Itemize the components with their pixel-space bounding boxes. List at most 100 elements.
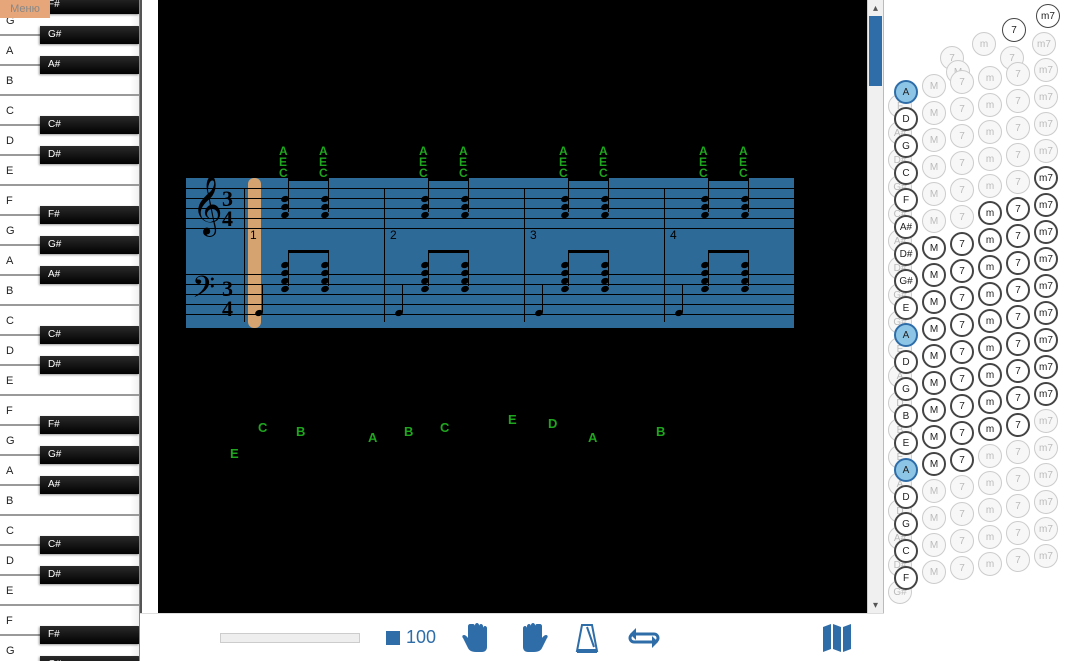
chord-button[interactable]: 7 (1006, 332, 1030, 356)
chord-button[interactable]: 7 (950, 259, 974, 283)
chord-button[interactable]: m (978, 201, 1002, 225)
chord-button[interactable]: m7 (1034, 355, 1058, 379)
chord-button[interactable]: m7 (1034, 382, 1058, 406)
black-key[interactable]: G# (40, 26, 140, 44)
chord-button[interactable]: 7 (950, 448, 974, 472)
chord-button[interactable]: M (922, 263, 946, 287)
scroll-thumb[interactable] (869, 16, 882, 86)
right-hand-button[interactable] (518, 621, 548, 655)
chord-button[interactable]: m (978, 444, 1002, 468)
chord-button[interactable]: 7 (950, 70, 974, 94)
chord-button[interactable]: M (922, 533, 946, 557)
scroll-up-icon[interactable]: ▴ (868, 0, 883, 16)
chord-button[interactable]: 7 (1006, 89, 1030, 113)
chord-button[interactable]: 7 (1006, 170, 1030, 194)
chord-button[interactable]: M (922, 506, 946, 530)
chord-button[interactable]: 7 (950, 556, 974, 580)
scroll-down-icon[interactable]: ▾ (868, 597, 883, 613)
chord-button[interactable]: C (894, 161, 918, 185)
chord-button[interactable]: m (978, 525, 1002, 549)
chord-button[interactable]: 7 (1002, 18, 1026, 42)
score-canvas[interactable]: 𝄞 𝄢 3 4 3 4 1234AECAECAECAECAECAECAECAEC… (158, 0, 870, 613)
playhead[interactable] (248, 178, 261, 328)
chord-button[interactable]: m (978, 147, 1002, 171)
chord-button[interactable]: m7 (1036, 4, 1060, 28)
chord-button[interactable]: 7 (950, 97, 974, 121)
chord-button[interactable]: m (978, 309, 1002, 333)
chord-button[interactable]: 7 (1006, 62, 1030, 86)
chord-button[interactable]: G (894, 512, 918, 536)
chord-button[interactable]: C (894, 539, 918, 563)
chord-button[interactable]: M (922, 398, 946, 422)
chord-button[interactable]: m7 (1034, 247, 1058, 271)
chord-button[interactable]: 7 (1006, 305, 1030, 329)
chord-button[interactable]: m7 (1034, 193, 1058, 217)
chord-button[interactable]: 7 (950, 286, 974, 310)
progress-slider[interactable] (220, 633, 360, 643)
chord-button[interactable]: 7 (950, 340, 974, 364)
chord-button[interactable]: m7 (1032, 32, 1056, 56)
chord-button[interactable]: m7 (1034, 490, 1058, 514)
chord-button[interactable]: 7 (950, 151, 974, 175)
chord-button[interactable]: m (978, 66, 1002, 90)
black-key[interactable]: F# (40, 626, 140, 644)
chord-button[interactable]: M (922, 74, 946, 98)
chord-button[interactable]: m7 (1034, 328, 1058, 352)
chord-button[interactable]: M (922, 182, 946, 206)
chord-button[interactable]: A (894, 323, 918, 347)
chord-button[interactable]: M (922, 560, 946, 584)
chord-button[interactable]: M (922, 128, 946, 152)
chord-button[interactable]: m7 (1034, 85, 1058, 109)
chord-button[interactable]: m (978, 255, 1002, 279)
chord-button[interactable]: 7 (1006, 386, 1030, 410)
black-key[interactable]: C# (40, 116, 140, 134)
chord-button[interactable]: 7 (950, 178, 974, 202)
metronome-button[interactable] (574, 621, 600, 655)
chord-button[interactable]: m7 (1034, 301, 1058, 325)
chord-button[interactable]: 7 (1006, 467, 1030, 491)
black-key[interactable]: D# (40, 146, 140, 164)
chord-button[interactable]: D# (894, 242, 918, 266)
chord-button[interactable]: m (978, 390, 1002, 414)
chord-button[interactable]: 7 (1006, 440, 1030, 464)
chord-button[interactable]: A# (894, 215, 918, 239)
chord-button[interactable]: m7 (1034, 112, 1058, 136)
chord-button[interactable]: M (922, 344, 946, 368)
chord-button[interactable]: D (894, 350, 918, 374)
chord-button[interactable]: M (922, 452, 946, 476)
chord-button[interactable]: M (922, 209, 946, 233)
chord-button[interactable]: m7 (1034, 436, 1058, 460)
piano-keyboard[interactable]: Меню FF#GG#AA#BCC#DD#EFF#GG#AA#BCC#DD#EF… (0, 0, 140, 661)
chord-button[interactable]: 7 (950, 475, 974, 499)
chord-button[interactable]: m (978, 93, 1002, 117)
chord-button[interactable]: 7 (1006, 359, 1030, 383)
chord-button[interactable]: m (978, 552, 1002, 576)
chord-button[interactable]: m (978, 417, 1002, 441)
chord-button[interactable]: M (922, 425, 946, 449)
chord-button[interactable]: 7 (1006, 521, 1030, 545)
chord-button[interactable]: m7 (1034, 544, 1058, 568)
black-key[interactable]: F# (40, 416, 140, 434)
chord-button[interactable]: m7 (1034, 274, 1058, 298)
chord-button[interactable]: 7 (1006, 197, 1030, 221)
chord-button[interactable]: m7 (1034, 463, 1058, 487)
black-key[interactable]: A# (40, 56, 140, 74)
chord-button[interactable]: M (922, 371, 946, 395)
chord-button[interactable]: 7 (950, 394, 974, 418)
chord-button[interactable]: 7 (950, 313, 974, 337)
black-key[interactable]: D# (40, 566, 140, 584)
chord-button[interactable]: 7 (950, 502, 974, 526)
black-key[interactable]: C# (40, 326, 140, 344)
chord-button[interactable]: m (978, 174, 1002, 198)
chord-button[interactable]: 7 (1006, 116, 1030, 140)
chord-button[interactable]: 7 (1006, 224, 1030, 248)
chord-button[interactable]: 7 (950, 124, 974, 148)
chord-button[interactable]: 7 (950, 367, 974, 391)
chord-button[interactable]: m7 (1034, 139, 1058, 163)
chord-button[interactable]: B (894, 404, 918, 428)
chord-button[interactable]: 7 (950, 205, 974, 229)
chord-button[interactable]: m (978, 363, 1002, 387)
chord-button[interactable]: F (894, 188, 918, 212)
chord-button[interactable]: m (978, 120, 1002, 144)
chord-button[interactable]: M (922, 479, 946, 503)
